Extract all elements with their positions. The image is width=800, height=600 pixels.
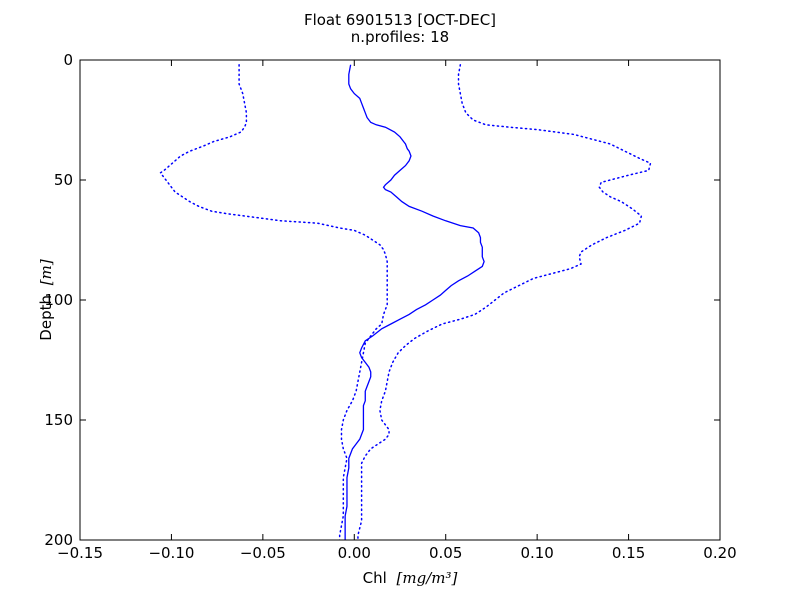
x-tick-label: 0.20 <box>703 544 736 562</box>
y-tick-label: 200 <box>44 531 73 549</box>
chart-subtitle: n.profiles: 18 <box>351 28 449 46</box>
y-tick-label: 150 <box>44 411 73 429</box>
chart-title: Float 6901513 [OCT-DEC] <box>304 11 496 29</box>
x-tick-label: 0.00 <box>338 544 371 562</box>
dotted-envelope-line-2 <box>357 64 652 540</box>
x-tick-label: −0.10 <box>148 544 194 562</box>
y-tick-label: 100 <box>44 291 73 309</box>
y-axis-label-unit: [m] <box>37 259 55 285</box>
series-layer <box>159 64 652 540</box>
y-tick-label: 50 <box>54 171 73 189</box>
dotted-envelope-line-1 <box>159 64 388 540</box>
mean-profile-line <box>344 64 485 540</box>
y-tick-label: 0 <box>63 51 73 69</box>
x-axis-label-main: Chl <box>363 569 387 587</box>
x-tick-label: 0.05 <box>429 544 462 562</box>
y-axis-label: Depth [m] <box>37 259 55 341</box>
plot-frame <box>79 59 721 541</box>
ticks-layer: −0.15 −0.10 −0.05 0.00 0.05 0.10 0.15 0.20 0 50 10… <box>44 51 736 562</box>
x-tick-label: −0.15 <box>57 544 103 562</box>
x-tick-label: 0.10 <box>520 544 553 562</box>
x-axis-label: Chl [mg/m³] <box>363 569 458 587</box>
y-axis-label-main: Depth <box>37 295 55 341</box>
x-axis-label-unit: [mg/m³] <box>397 569 458 587</box>
x-tick-label: −0.05 <box>240 544 286 562</box>
x-tick-label: 0.15 <box>612 544 645 562</box>
